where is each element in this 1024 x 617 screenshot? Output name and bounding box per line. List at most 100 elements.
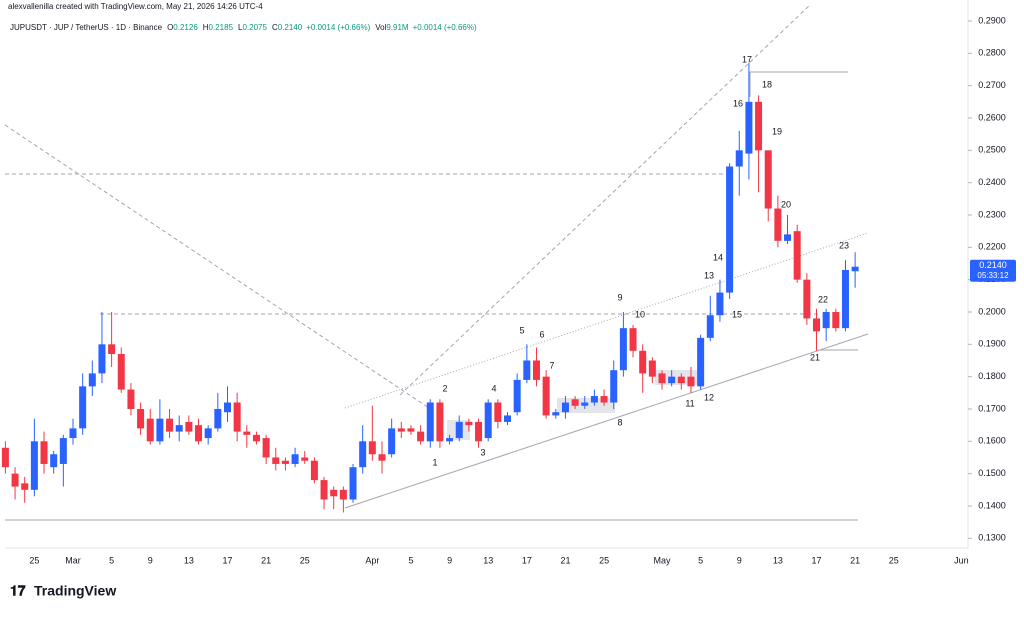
candle-body <box>581 402 589 406</box>
volume: 9.91M <box>386 23 409 32</box>
candle-body <box>330 489 338 497</box>
x-tick-label: Apr <box>365 555 379 565</box>
candle-body <box>214 408 222 429</box>
wave-label: 15 <box>732 309 742 319</box>
candle-body <box>262 438 270 458</box>
y-tick-label: 0.1500 <box>978 468 1006 478</box>
wave-label: 1 <box>432 457 437 467</box>
y-tick-label: 0.2700 <box>978 80 1006 90</box>
candle-body <box>610 370 618 403</box>
y-tick-label: 0.2600 <box>978 112 1006 122</box>
candle-body <box>697 337 705 387</box>
wave-label: 12 <box>704 392 714 402</box>
y-tick-label: 0.2200 <box>978 242 1006 252</box>
candle-body <box>446 438 454 442</box>
candle-body <box>291 454 299 464</box>
wave-label: 7 <box>549 360 554 370</box>
y-tick-label: 0.1400 <box>978 500 1006 510</box>
x-tick-label: 9 <box>148 555 153 565</box>
candle-body <box>764 150 772 209</box>
candle-body <box>11 473 19 487</box>
x-tick-label: 25 <box>889 555 899 565</box>
x-tick-label: 13 <box>773 555 783 565</box>
price-tag <box>970 259 1016 282</box>
x-tick-label: Jun <box>954 555 969 565</box>
x-tick-label: 13 <box>483 555 493 565</box>
candle-body <box>455 421 463 439</box>
x-tick-label: 5 <box>408 555 413 565</box>
price-tag-countdown: 05:33:12 <box>977 271 1009 280</box>
x-tick-label: 5 <box>109 555 114 565</box>
candle-body <box>745 101 753 154</box>
credit: alexvallenilla created with TradingView.… <box>8 2 263 11</box>
candle-body <box>552 412 560 416</box>
ohlc-key: L <box>238 23 243 32</box>
symbol: JUPUSDT · JUP / TetherUS · 1D · Binance <box>10 23 163 32</box>
candle-body <box>851 266 859 272</box>
wave-label: 13 <box>704 270 714 280</box>
candle-body <box>475 421 483 442</box>
brand-logo: 𝟏𝟕 <box>10 583 26 599</box>
candle-body <box>310 460 318 481</box>
candle-body <box>233 402 241 432</box>
candle-body <box>146 418 154 442</box>
candle-body <box>687 376 695 387</box>
candle-body <box>677 376 685 384</box>
candle-body <box>841 269 849 329</box>
wave-label: 21 <box>810 352 820 362</box>
ohlc-value: 0.2126 <box>173 23 198 32</box>
candle-body <box>59 438 67 464</box>
y-tick-label: 0.2800 <box>978 48 1006 58</box>
wave-label: 9 <box>617 292 622 302</box>
candle-body <box>832 311 840 329</box>
candle-body <box>272 457 280 464</box>
y-tick-label: 0.2000 <box>978 306 1006 316</box>
x-tick-label: 13 <box>184 555 194 565</box>
candle-body <box>40 441 48 464</box>
candle-body <box>793 231 801 280</box>
candle-body <box>561 402 569 413</box>
candle-body <box>513 379 521 413</box>
ohlc-key: O <box>167 23 173 32</box>
ohlc-key: H <box>203 23 209 32</box>
candle-body <box>648 360 656 377</box>
symbol-legend: JUPUSDT · JUP / TetherUS · 1D · Binance O… <box>10 23 477 32</box>
candle-body <box>156 418 164 442</box>
candle-body <box>349 467 357 500</box>
candle-body <box>137 408 145 429</box>
ohlc-value: 0.2140 <box>278 23 303 32</box>
wave-label: 3 <box>480 447 485 457</box>
candle-body <box>590 396 598 403</box>
candle-body <box>484 402 492 439</box>
candle-body <box>98 344 106 374</box>
x-tick-label: 25 <box>300 555 310 565</box>
candle-body <box>388 428 396 455</box>
candle-body <box>166 418 174 432</box>
wave-label: 4 <box>491 383 496 393</box>
x-tick-label: 21 <box>560 555 570 565</box>
candle-body <box>774 208 782 241</box>
candle-body <box>30 441 38 490</box>
candle-body <box>571 399 579 406</box>
volume-change: +0.0014 (+0.66%) <box>413 23 477 32</box>
ohlc-key: C <box>272 23 278 32</box>
wave-label: 10 <box>635 309 645 319</box>
wave-label: 20 <box>781 199 791 209</box>
candle-body <box>658 373 666 384</box>
candle-body <box>243 431 251 435</box>
candle-body <box>784 234 792 241</box>
brand: TradingView <box>34 583 116 599</box>
wave-label: 8 <box>617 417 622 427</box>
candle-body <box>320 480 328 500</box>
candle-body <box>726 166 734 293</box>
y-tick-label: 0.1600 <box>978 436 1006 446</box>
x-tick-label: 25 <box>29 555 39 565</box>
candle-body <box>281 460 289 464</box>
price-tag-price: 0.2140 <box>979 260 1007 270</box>
x-tick-label: 21 <box>850 555 860 565</box>
candle-body <box>407 428 415 432</box>
x-tick-label: 9 <box>737 555 742 565</box>
wave-label: 19 <box>772 126 782 136</box>
x-tick-label: 17 <box>222 555 232 565</box>
